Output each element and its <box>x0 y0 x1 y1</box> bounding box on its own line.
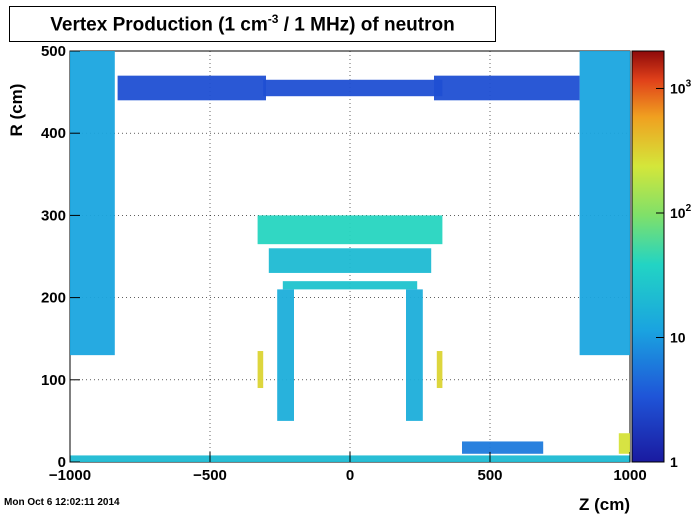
region-hot-spot-left <box>257 351 264 389</box>
region-inner-side-right <box>406 289 423 421</box>
timestamp: Mon Oct 6 12:02:11 2014 <box>4 497 120 508</box>
chart-title-box: Vertex Production (1 cm-3 / 1 MHz) of ne… <box>9 6 496 42</box>
y-tick-label-0: 0 <box>58 454 66 471</box>
y-axis-label: R (cm) <box>7 84 26 137</box>
x-tick-label-1: −500 <box>193 467 227 484</box>
x-tick-label-4: 1000 <box>613 467 646 484</box>
region-hot-spot-corner <box>618 433 630 454</box>
colorbar-label-2: 102 <box>670 203 692 221</box>
region-endcap-shield-left <box>70 51 115 356</box>
region-inner-side-left <box>277 289 294 421</box>
region-calorimeter-sliver <box>268 248 432 273</box>
x-tick-label-0: −1000 <box>49 467 91 484</box>
y-tick-label-4: 400 <box>41 125 66 142</box>
colorbar <box>631 50 665 463</box>
y-tick-label-1: 100 <box>41 372 66 389</box>
colorbar-label-3: 103 <box>670 78 692 96</box>
region-top-band-right <box>434 75 580 101</box>
region-endcap-shield-right <box>579 51 630 356</box>
colorbar-label-1: 10 <box>670 329 686 345</box>
y-tick-label-5: 500 <box>41 43 66 60</box>
axes: −1000 −500 0 500 1000 0 100 200 300 400 500 <box>41 43 647 484</box>
y-tick-label-2: 200 <box>41 290 66 307</box>
region-forward-strip <box>462 441 544 454</box>
chart-title: Vertex Production (1 cm-3 / 1 MHz) of ne… <box>50 12 455 36</box>
x-tick-label-2: 0 <box>346 467 354 484</box>
colorbar-label-0: 1 <box>670 454 678 470</box>
region-calorimeter-barrel <box>257 215 443 245</box>
region-top-band-center <box>263 79 443 97</box>
region-hot-spot-right <box>436 351 443 389</box>
y-tick-label-3: 300 <box>41 207 66 224</box>
region-top-band-left <box>117 75 266 101</box>
x-axis-label: Z (cm) <box>579 495 630 514</box>
region-tracker-ring <box>282 281 418 290</box>
x-tick-label-3: 500 <box>477 467 502 484</box>
